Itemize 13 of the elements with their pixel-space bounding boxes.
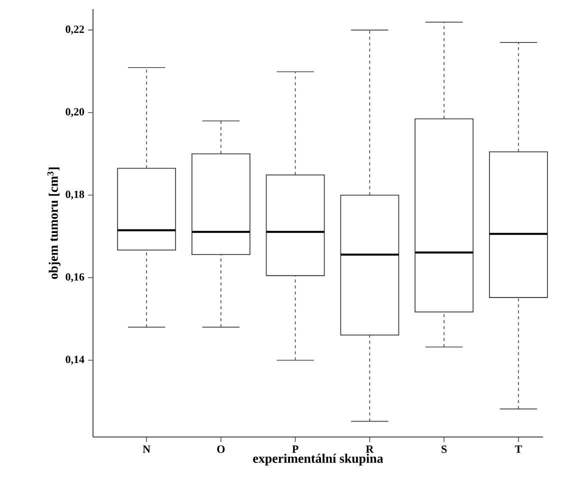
y-tick-label: 0,18 <box>66 190 84 200</box>
x-tick-label: O <box>217 446 225 453</box>
y-axis-title: objem tumoru [cm$^{3}$] <box>47 167 60 279</box>
x-tick-label: P <box>292 446 298 453</box>
y-tick-label: 0,16 <box>66 273 84 282</box>
x-tick-label: R <box>366 446 374 453</box>
y-tick-label: 0,14 <box>66 356 84 365</box>
y-tick-label: 0,20 <box>66 108 84 118</box>
x-tick-label: S <box>442 446 447 453</box>
x-tick-label: T <box>514 446 522 453</box>
y-tick-label: 0,22 <box>66 26 84 35</box>
x-tick-label: N <box>142 446 150 453</box>
x-axis-title: experimentální skupina <box>253 454 384 466</box>
